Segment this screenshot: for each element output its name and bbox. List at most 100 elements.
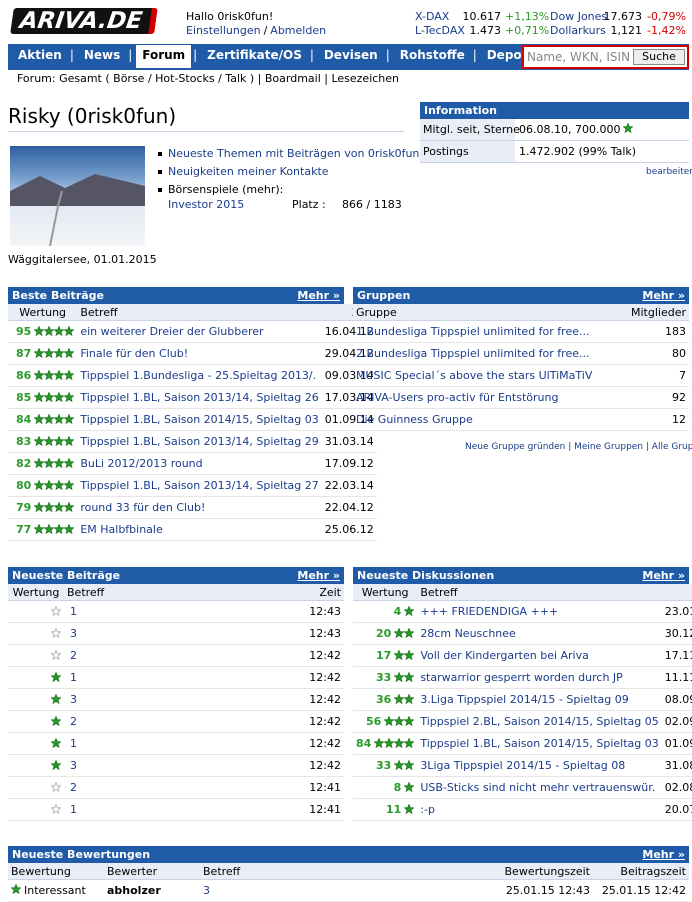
group-link[interactable]: 2.Bundesliga Tippspiel unlimited for fre… [356, 347, 590, 360]
post-link[interactable]: Tippspiel 1.BL, Saison 2014/15, Spieltag… [80, 413, 319, 426]
post-link[interactable]: 1 [70, 605, 77, 618]
cell: 3.Liga Tippspiel 2014/15 - Spieltag 09 [417, 688, 662, 711]
post-link[interactable]: 3 [70, 627, 77, 640]
ticker-value: 1.473 [469, 24, 502, 37]
cell: 25.01.15 12:42 [593, 879, 689, 902]
post-link[interactable]: 2 [70, 781, 77, 794]
post-link[interactable]: Tippspiel 2.BL, Saison 2014/15, Spieltag… [420, 715, 659, 728]
cell: Tippspiel 1.Bundesliga - 25.Spieltag 201… [77, 364, 322, 387]
profile-title: Risky (0risk0fun) [8, 104, 177, 128]
table-row: 79 round 33 für den Club! 22.04.12 [8, 496, 377, 519]
post-link[interactable]: 2 [70, 715, 77, 728]
cell: 3 [64, 754, 214, 777]
post-link[interactable]: Tippspiel 1.Bundesliga - 25.Spieltag 201… [80, 369, 317, 382]
group-link[interactable]: Die Guinness Gruppe [356, 413, 473, 426]
post-link[interactable]: Voll der Kindergarten bei Ariva [420, 649, 589, 662]
nav-separator: | [472, 48, 477, 62]
more-link[interactable]: Mehr » [642, 289, 685, 302]
nav-tab[interactable]: News [83, 48, 121, 62]
post-link[interactable]: 1 [70, 737, 77, 750]
cell: abholzer [104, 879, 200, 902]
search-button[interactable]: Suche [633, 49, 685, 65]
more-link[interactable]: Mehr » [642, 569, 685, 582]
cell: 08.09.14 [661, 688, 692, 711]
rank-value: 866 / 1183 [342, 198, 402, 211]
time: 31.03.14 [324, 435, 374, 448]
score: 87 [16, 347, 32, 360]
post-link[interactable]: Tippspiel 1.BL, Saison 2014/15, Spieltag… [420, 737, 659, 750]
more-link[interactable]: Mehr » [297, 569, 340, 582]
post-link[interactable]: 3.Liga Tippspiel 2014/15 - Spieltag 09 [420, 693, 629, 706]
post-link[interactable]: USB-Sticks sind nicht mehr vertrauenswür… [420, 781, 656, 794]
header-row: Bewertung Bewerter Betreff Bewertungszeit Be… [8, 863, 689, 880]
post-link[interactable]: +++ FRIEDENDIGA +++ [420, 605, 559, 618]
rating-stars [33, 435, 76, 448]
ticker-name[interactable]: Dow Jones [550, 10, 608, 23]
ticker-name[interactable]: Dollarkurs [550, 24, 606, 37]
column-header: Wertung [8, 584, 64, 601]
account-link[interactable]: Abmelden [270, 24, 327, 37]
cell: 20 [353, 622, 418, 645]
nav-tab[interactable]: Devisen [323, 48, 378, 62]
table-row: 2 12:41 [8, 776, 344, 799]
post-link[interactable]: Tippspiel 1.BL, Saison 2013/14, Spieltag… [80, 435, 319, 448]
post-link[interactable]: 1 [70, 671, 77, 684]
post-link[interactable]: 28cm Neuschnee [420, 627, 516, 640]
post-link[interactable]: 1 [70, 803, 77, 816]
cell: Tippspiel 1.BL, Saison 2013/14, Spieltag… [77, 386, 322, 409]
ticker-name[interactable]: X-DAX [415, 10, 450, 23]
more-link[interactable]: Mehr » [642, 848, 685, 861]
table-row: 33 3Liga Tippspiel 2014/15 - Spieltag 08 3… [353, 754, 692, 777]
cell: 3Liga Tippspiel 2014/15 - Spieltag 08 [417, 754, 662, 777]
cell: 1 [64, 666, 214, 689]
post-link[interactable]: Tippspiel 1.BL, Saison 2013/14, Spieltag… [80, 479, 319, 492]
post-link[interactable]: EM Halbfbinale [80, 523, 163, 536]
nav-tab[interactable]: Depot [486, 48, 528, 62]
post-link[interactable]: starwarrior gesperrt worden durch JP [420, 671, 623, 684]
score: 33 [376, 671, 392, 684]
account-link[interactable]: Einstellungen [186, 24, 261, 37]
post-link[interactable]: BuLi 2012/2013 round [80, 457, 203, 470]
nav-tab[interactable]: Forum [136, 45, 192, 68]
game-link[interactable]: Investor 2015 [168, 198, 245, 211]
table-row: 3 12:42 [8, 754, 344, 777]
group-footer[interactable]: Neue Gruppe gründen | Meine Gruppen | Al… [465, 442, 692, 452]
search-input[interactable]: Name, WKN, ISIN [527, 50, 631, 64]
profile-link[interactable]: Neuigkeiten meiner Kontakte [168, 165, 329, 178]
post-link[interactable]: ein weiterer Dreier der Glubberer [80, 325, 264, 338]
cell: 12:43 [213, 622, 344, 645]
time: 20.07.14 [664, 803, 692, 816]
group-link[interactable]: ARIVA-Users pro-activ für Entstörung [356, 391, 559, 404]
cell: ARIVA-Users pro-activ für Entstörung [353, 386, 622, 409]
group-link[interactable]: 1.Bundesliga Tippspiel unlimited for fre… [356, 325, 590, 338]
more-link[interactable]: Mehr » [297, 289, 340, 302]
members: 12 [672, 413, 686, 426]
icon-star [10, 883, 22, 897]
ticker-change: -1,42% [647, 24, 686, 37]
post-link[interactable]: :-p [420, 803, 435, 816]
post-link[interactable]: 3 [203, 884, 210, 897]
post-link[interactable]: 2 [70, 649, 77, 662]
cell: 83 [8, 430, 78, 453]
table-row: 33 starwarrior gesperrt worden durch JP 11… [353, 666, 692, 689]
cell: Interessant [8, 879, 104, 902]
post-link[interactable]: Finale für den Club! [80, 347, 189, 360]
column-header: Wertung [8, 304, 78, 321]
edit-link[interactable]: bearbeiten [646, 167, 692, 177]
ticker-name[interactable]: L-TecDAX [415, 24, 465, 37]
info-value: 1.472.902 (99% Talk) [519, 145, 637, 158]
group-link[interactable]: MUSIC Special´s above the stars UlTiMaTi… [356, 369, 593, 382]
profile-link[interactable]: Neueste Themen mit Beiträgen von 0risk0f… [168, 147, 420, 160]
column-header: Betreff [64, 584, 214, 601]
cell: Tippspiel 1.BL, Saison 2014/15, Spieltag… [417, 732, 662, 755]
post-link[interactable]: 3Liga Tippspiel 2014/15 - Spieltag 08 [420, 759, 626, 772]
nav-tab[interactable]: Aktien [18, 48, 62, 62]
post-link[interactable]: 3 [70, 693, 77, 706]
post-link[interactable]: Tippspiel 1.BL, Saison 2013/14, Spieltag… [80, 391, 319, 404]
nav-tab[interactable]: Zertifikate/OS [207, 48, 302, 62]
nav-tab[interactable]: Rohstoffe [399, 48, 465, 62]
post-link[interactable]: 3 [70, 759, 77, 772]
post-link[interactable]: round 33 für den Club! [80, 501, 206, 514]
